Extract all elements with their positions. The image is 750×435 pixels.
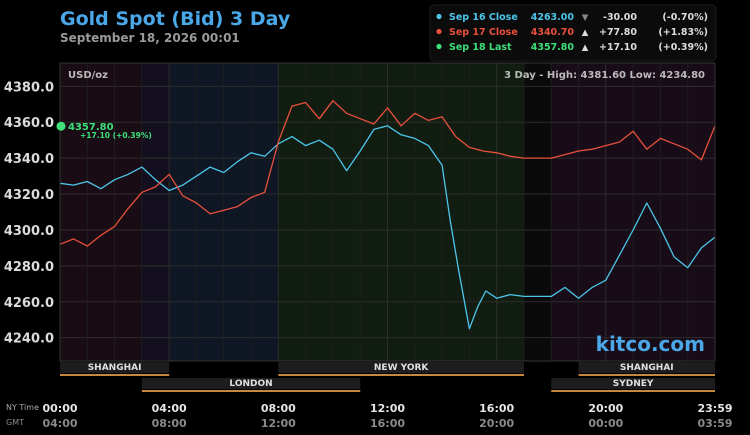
legend-row: Sep 17 Close 4340.70 ▲ +77.80 (+1.83%): [436, 27, 708, 38]
session-label-bg: [278, 362, 524, 373]
legend-change: +17.10: [599, 42, 637, 53]
ny-tick-label: 08:00: [261, 402, 296, 415]
ny-tick-label: 00:00: [42, 402, 77, 415]
chart-date: September 18, 2026 00:01: [60, 31, 240, 45]
session-sydney: SYDNEY: [551, 378, 715, 392]
last-price-marker: 4357.80 +17.10 (+0.39%): [56, 121, 152, 140]
session-new-york: NEW YORK: [278, 362, 524, 376]
session-shanghai: SHANGHAI: [60, 362, 170, 376]
last-price-value: 4357.80: [68, 122, 114, 133]
session-bar: [60, 374, 170, 376]
y-tick-label: 4260.0: [4, 296, 54, 311]
legend: Sep 16 Close 4263.00 ▼ -30.00 (-0.70%) Sep 17…: [436, 12, 708, 53]
legend-label: Sep 17 Close: [449, 27, 518, 38]
session-bar: [278, 374, 524, 376]
session-shanghai: SHANGHAI: [578, 362, 715, 376]
legend-arrow: ▲: [582, 28, 589, 38]
session-label: LONDON: [229, 379, 272, 389]
market-sessions: SHANGHAI LONDON NEW YORK SHANGHAI SYDNEY: [60, 362, 715, 392]
session-bar: [141, 390, 361, 392]
gmt-tick-label: 20:00: [479, 417, 514, 430]
series-line-sep16: [59, 125, 716, 330]
gmt-tick-label: 04:00: [42, 417, 77, 430]
gmt-tick-label: 00:00: [588, 417, 623, 430]
ny-time-label: NY Time: [6, 403, 39, 412]
last-price-change: +17.10 (+0.39%): [80, 131, 152, 140]
session-band: [278, 63, 524, 361]
legend-arrow: ▲: [582, 43, 589, 53]
last-price-dot: [56, 121, 66, 131]
gmt-tick-label: 12:00: [261, 417, 296, 430]
legend-row: Sep 18 Last 4357.80 ▲ +17.10 (+0.39%): [436, 42, 708, 53]
ny-tick-label: 12:00: [370, 402, 405, 415]
chart-title: Gold Spot (Bid) 3 Day: [60, 8, 291, 30]
legend-value: 4263.00: [531, 12, 575, 23]
legend-change: -30.00: [603, 12, 637, 23]
legend-box: [429, 4, 717, 62]
legend-dot: [436, 13, 442, 20]
gmt-tick-label: 16:00: [370, 417, 405, 430]
session-label-bg: [551, 378, 715, 389]
ny-tick-label: 16:00: [479, 402, 514, 415]
session-label: SYDNEY: [613, 379, 654, 389]
session-bar: [578, 374, 715, 376]
gmt-tick-label: 03:59: [697, 417, 732, 430]
unit-label: USD/oz: [68, 70, 108, 81]
legend-pct: (-0.70%): [662, 12, 708, 23]
session-band: [60, 63, 142, 361]
y-tick-label: 4360.0: [4, 116, 54, 131]
legend-value: 4357.80: [531, 42, 575, 53]
series-line-sep17: [59, 100, 716, 247]
legend-change: +77.80: [599, 27, 637, 38]
gmt-tick-label: 08:00: [152, 417, 187, 430]
legend-dot: [436, 28, 442, 35]
ny-tick-label: 23:59: [697, 402, 732, 415]
session-label: NEW YORK: [374, 363, 430, 373]
session-band: [523, 63, 552, 361]
session-label-bg: [60, 362, 170, 373]
legend-pct: (+1.83%): [658, 27, 708, 38]
session-label: SHANGHAI: [88, 363, 142, 373]
legend-arrow: ▼: [582, 13, 589, 23]
ny-tick-label: 04:00: [152, 402, 187, 415]
y-axis: 4240.0 4260.0 4280.0 4300.0 4320.0 4340.0 4360…: [4, 80, 54, 346]
session-label-bg: [578, 362, 715, 373]
y-tick-label: 4380.0: [4, 80, 54, 95]
series-lines: [59, 100, 716, 330]
ny-tick-label: 20:00: [588, 402, 623, 415]
legend-row: Sep 16 Close 4263.00 ▼ -30.00 (-0.70%): [436, 12, 708, 23]
gmt-label: GMT: [6, 418, 24, 427]
session-bar: [551, 390, 715, 392]
high-low-label: 3 Day - High: 4381.60 Low: 4234.80: [504, 70, 705, 81]
session-label: SHANGHAI: [620, 363, 674, 373]
y-tick-label: 4300.0: [4, 224, 54, 239]
legend-pct: (+0.39%): [658, 42, 708, 53]
session-band: [141, 63, 170, 361]
legend-dot: [436, 43, 442, 50]
x-axis: 00:00 04:00 08:00 12:00 16:00 20:00 23:59 04:00…: [42, 402, 732, 430]
legend-value: 4340.70: [531, 27, 575, 38]
y-tick-label: 4340.0: [4, 152, 54, 167]
legend-label: Sep 18 Last: [449, 42, 512, 53]
session-label-bg: [141, 378, 361, 389]
plot-frame: [59, 62, 716, 362]
watermark: kitco.com: [596, 332, 705, 356]
session-london: LONDON: [141, 378, 361, 392]
y-tick-label: 4240.0: [4, 332, 54, 347]
y-tick-label: 4280.0: [4, 260, 54, 275]
legend-label: Sep 16 Close: [449, 12, 518, 23]
grid: [60, 63, 715, 361]
y-tick-label: 4320.0: [4, 188, 54, 203]
